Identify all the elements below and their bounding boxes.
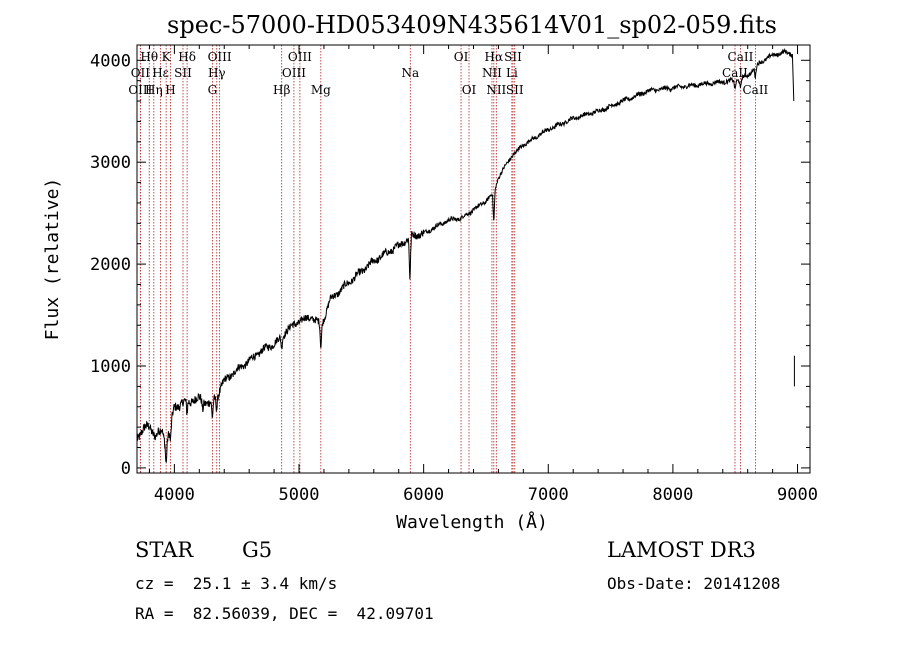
coordinates: RA = 82.56039, DEC = 42.09701 [135,604,434,623]
spectral-line-label: K [162,50,172,64]
y-tick-label: 4000 [90,51,131,71]
spectral-line-label: Li [506,66,518,80]
x-axis-label: Wavelength (Å) [396,511,548,533]
spectral-line-label: Hγ [208,66,226,80]
x-axis: 4000 5000 6000 7000 8000 9000 [148,45,818,505]
spectral-line-label: OIII [288,50,312,64]
x-tick-label: 4000 [154,485,195,505]
spectral-line-label: OIII [282,66,306,80]
x-tick-label: 6000 [403,485,444,505]
obs-date: Obs-Date: 20141208 [607,574,781,593]
x-tick-label: 8000 [652,485,693,505]
spectral-line-label: Hε [152,66,169,80]
spectral-line-label: CaII [742,83,768,97]
spectral-line-label: OI [462,83,477,97]
spectral-line-label: Hβ [273,83,290,97]
y-tick-label: 0 [121,459,131,479]
spectral-line-label: SII [506,83,524,97]
spectral-line-label: G [208,83,218,97]
spectral-line-label: NII [482,66,502,80]
spectral-line-label: H [165,83,175,97]
y-tick-label: 2000 [90,255,131,275]
object-class: STAR [135,538,194,562]
spectral-line-label: SII [504,50,522,64]
plot-frame [136,44,811,474]
chart-title: spec-57000-HD053409N435614V01_sp02-059.f… [167,11,777,39]
spectral-line-label: OIII [128,83,152,97]
y-axis-label: Flux (relative) [42,178,63,341]
object-subclass: G5 [242,538,273,562]
spectral-line-label: OII [131,66,151,80]
y-tick-label: 3000 [90,153,131,173]
y-tick-label: 1000 [90,357,131,377]
spectral-line-label: Hη [145,83,163,97]
spectral-line-label: Mg [311,83,331,97]
y-axis: 0 1000 2000 3000 4000 [90,51,810,479]
survey-name: LAMOST DR3 [607,538,756,562]
x-tick-label: 7000 [528,485,569,505]
spectral-line-label: CaII [722,66,748,80]
spectral-line-label: OIII [208,50,232,64]
x-tick-label: 9000 [777,485,818,505]
x-tick-label: 5000 [279,485,320,505]
spectral-line-label: Hδ [178,50,196,64]
spectral-line-label: Hθ [140,50,158,64]
spectral-line-label: CaII [728,50,754,64]
spectral-line-label: Na [401,66,419,80]
spectral-line-label: Hα [485,50,504,64]
spectrum-series-line [136,47,795,464]
spectral-line-label: OI [454,50,469,64]
spectral-line-label: NII [486,83,506,97]
redshift-readout: cz = 25.1 ± 3.4 km/s [135,574,338,593]
spectral-line-label: SII [174,66,192,80]
spectral-line-labels: Hθ OII OIII K Hε Hη Hδ SII H OIII Hγ G Hβ OIII OIII Mg N… [128,50,768,97]
spectral-line-markers [139,45,756,473]
